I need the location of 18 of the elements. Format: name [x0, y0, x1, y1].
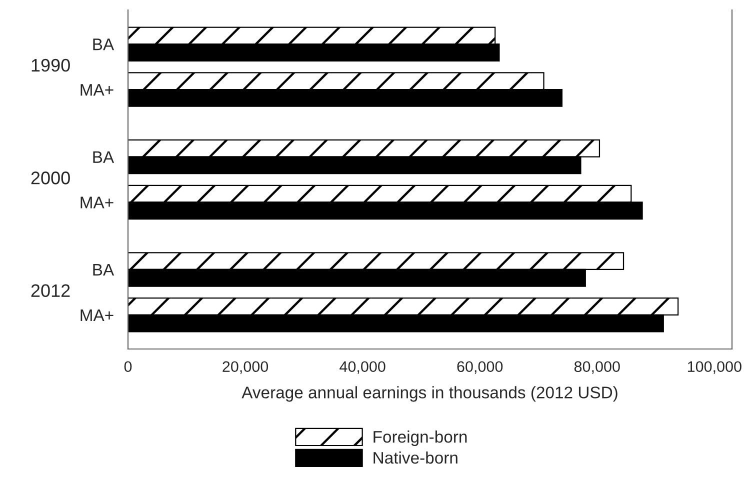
text: 2000: [31, 172, 70, 184]
legend-label: Foreign-born: [374, 430, 467, 446]
y-tick-label: MA+: [80, 196, 114, 208]
x-tick-label: 80,000: [574, 361, 620, 374]
x-tick-label: 0: [124, 361, 132, 372]
x-axis-title: Average annual earnings in thousands (2012 USD): [242, 386, 618, 402]
x-tick-label: 20,000: [222, 361, 268, 374]
y-tick-label: MA+: [80, 309, 114, 321]
x-tick-label: 40,000: [340, 361, 386, 374]
y-tick-label: BA: [93, 151, 114, 163]
text: 2012: [31, 284, 70, 298]
text: 1990: [32, 58, 70, 72]
x-tick-label: 100,000: [688, 361, 742, 374]
y-tick-label: MA+: [80, 84, 114, 96]
y-tick-label: BA: [93, 38, 114, 50]
y-tick-label: BA: [93, 264, 114, 276]
x-tick-label: 60,000: [457, 361, 503, 374]
legend-label: Native-born: [374, 451, 458, 464]
